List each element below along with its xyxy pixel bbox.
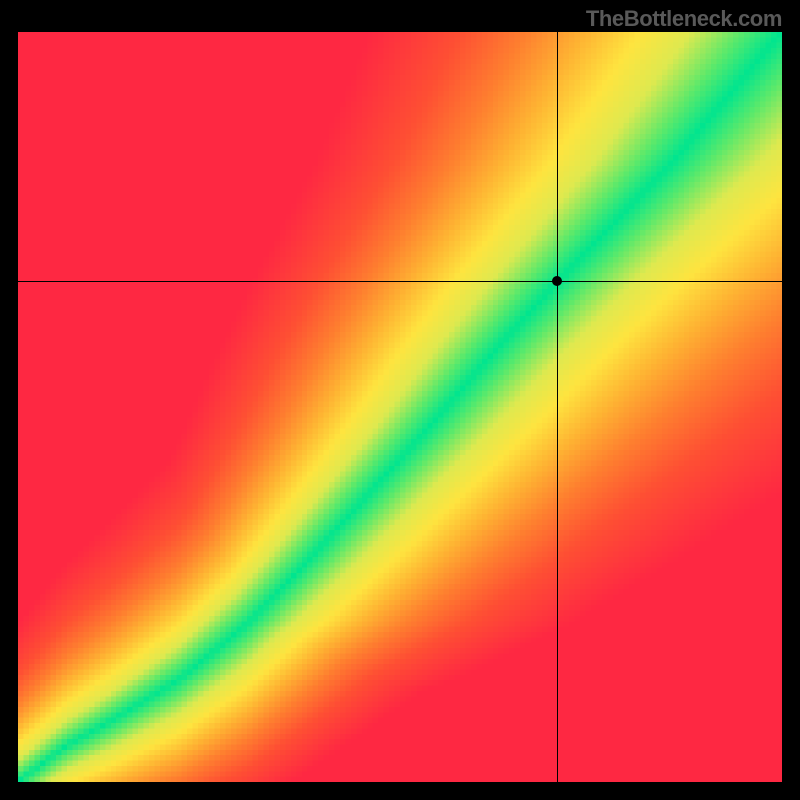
crosshair-marker	[552, 276, 562, 286]
crosshair-vertical	[557, 32, 558, 782]
watermark-text: TheBottleneck.com	[586, 6, 782, 32]
crosshair-horizontal	[18, 281, 782, 282]
chart-wrapper: TheBottleneck.com	[0, 0, 800, 800]
heatmap-plot	[18, 32, 782, 782]
heatmap-canvas	[18, 32, 782, 782]
